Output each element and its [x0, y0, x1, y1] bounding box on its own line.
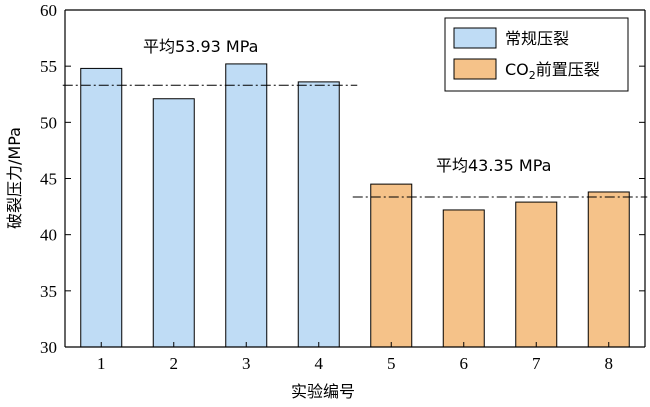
y-tick-label: 40	[40, 226, 57, 245]
legend-label-co2-prefix: CO	[505, 60, 529, 79]
y-tick-label: 55	[40, 57, 57, 76]
bar-5	[370, 183, 413, 348]
bar-7	[515, 201, 558, 348]
bar-2	[152, 98, 195, 348]
x-tick-label: 6	[460, 354, 469, 373]
x-tick-label: 7	[532, 354, 541, 373]
y-axis-title: 破裂压力/MPa	[5, 127, 24, 229]
bar-8	[587, 191, 630, 348]
legend-swatch-co2	[453, 58, 497, 80]
bar-4	[297, 81, 340, 348]
y-tick-label: 60	[40, 1, 57, 20]
y-ticks-group: 30 35 40 45 50 55 60	[40, 1, 645, 357]
average-lines-group	[62, 84, 648, 198]
legend-label-co2-sub: 2	[529, 69, 536, 82]
bar-6	[442, 209, 485, 348]
x-tick-label: 3	[242, 354, 251, 373]
bars-group	[80, 63, 630, 348]
y-tick-label: 45	[40, 170, 57, 189]
y-tick-label: 35	[40, 282, 57, 301]
x-tick-label: 5	[387, 354, 396, 373]
y-tick-label: 30	[40, 338, 57, 357]
bar-1	[80, 67, 123, 348]
legend: 常规压裂 CO2前置压裂	[444, 17, 629, 92]
x-tick-label: 4	[315, 354, 324, 373]
x-tick-label: 8	[605, 354, 614, 373]
average-label-left: 平均53.93 MPa	[143, 37, 258, 56]
legend-label-co2: CO2前置压裂	[505, 60, 600, 82]
y-tick-label: 50	[40, 113, 57, 132]
x-axis-title: 实验编号	[291, 382, 355, 401]
legend-label-co2-suffix: 前置压裂	[536, 60, 600, 79]
legend-label-conventional: 常规压裂	[505, 29, 569, 48]
x-ticks-group: 1 2 3 4 5 6 7 8	[97, 342, 613, 373]
legend-swatch-conventional	[453, 27, 497, 49]
x-tick-label: 1	[97, 354, 106, 373]
average-label-right: 平均43.35 MPa	[436, 156, 551, 175]
bar-3	[225, 63, 268, 348]
x-tick-label: 2	[170, 354, 179, 373]
